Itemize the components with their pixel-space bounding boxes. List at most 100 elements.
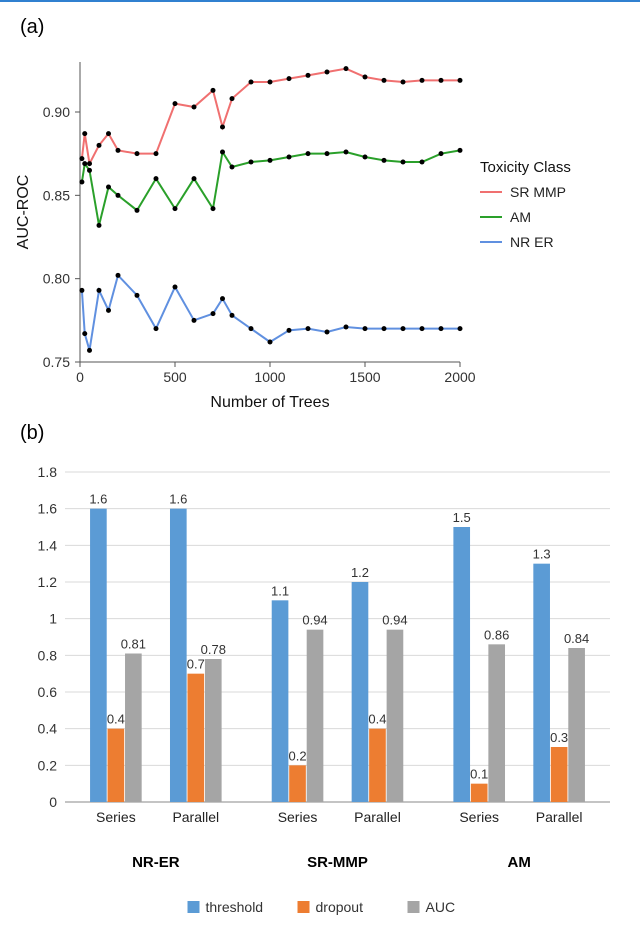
series-point xyxy=(249,326,254,331)
bar-value-label: 1.1 xyxy=(271,583,289,598)
series-point xyxy=(135,151,140,156)
series-point xyxy=(268,80,273,85)
series-point xyxy=(268,158,273,163)
y-tick-label: 0.8 xyxy=(38,647,58,663)
bar-dropout xyxy=(369,729,386,802)
x-tick-label: 2000 xyxy=(444,369,475,385)
legend-label: NR ER xyxy=(510,234,554,250)
bar-AUC xyxy=(125,654,142,803)
series-point xyxy=(344,66,349,71)
series-point xyxy=(106,131,111,136)
series-point xyxy=(116,193,121,198)
series-point xyxy=(87,348,92,353)
subgroup-label: Parallel xyxy=(536,809,583,825)
bar-threshold xyxy=(170,509,187,802)
subgroup-label: Parallel xyxy=(172,809,219,825)
series-point xyxy=(401,326,406,331)
series-point xyxy=(79,180,84,185)
series-point xyxy=(287,76,292,81)
bar-value-label: 0.3 xyxy=(550,730,568,745)
bar-threshold xyxy=(453,527,470,802)
x-axis-title: Number of Trees xyxy=(210,394,329,411)
series-point xyxy=(401,80,406,85)
series-point xyxy=(97,143,102,148)
series-point xyxy=(173,285,178,290)
series-point xyxy=(220,296,225,301)
bar-value-label: 1.5 xyxy=(453,510,471,525)
bar-dropout xyxy=(108,729,125,802)
series-point xyxy=(382,326,387,331)
series-point xyxy=(82,131,87,136)
series-point xyxy=(192,105,197,110)
series-point xyxy=(363,155,368,160)
y-axis-title: AUC-ROC xyxy=(15,175,32,250)
legend-label: dropout xyxy=(316,899,364,915)
bar-value-label: 0.4 xyxy=(368,712,386,727)
bar-value-label: 0.81 xyxy=(121,637,146,652)
bar-AUC xyxy=(307,630,324,802)
series-point xyxy=(230,313,235,318)
series-point xyxy=(249,80,254,85)
bar-dropout xyxy=(471,784,488,802)
series-point xyxy=(230,165,235,170)
legend-label: threshold xyxy=(206,899,264,915)
bar-dropout xyxy=(187,674,204,802)
y-tick-label: 0.80 xyxy=(43,271,70,287)
bar-value-label: 0.84 xyxy=(564,631,589,646)
bar-value-label: 0.2 xyxy=(288,748,306,763)
series-point xyxy=(439,326,444,331)
series-point xyxy=(458,78,463,83)
bar-value-label: 0.86 xyxy=(484,627,509,642)
series-point xyxy=(154,176,159,181)
series-point xyxy=(154,151,159,156)
series-point xyxy=(87,161,92,166)
bar-threshold xyxy=(90,509,107,802)
bar-value-label: 1.3 xyxy=(533,547,551,562)
bar-value-label: 1.6 xyxy=(169,492,187,507)
y-tick-label: 1.6 xyxy=(38,501,58,517)
bar-value-label: 0.4 xyxy=(107,712,125,727)
series-point xyxy=(211,311,216,316)
legend-label: AUC xyxy=(426,899,456,915)
y-tick-label: 0.85 xyxy=(43,187,70,203)
y-tick-label: 0.4 xyxy=(38,721,58,737)
series-point xyxy=(439,151,444,156)
subgroup-label: Parallel xyxy=(354,809,401,825)
series-point xyxy=(154,326,159,331)
series-point xyxy=(220,125,225,130)
group-title: AM xyxy=(508,854,531,871)
panel-a-label: (a) xyxy=(20,16,44,39)
bar-value-label: 0.1 xyxy=(470,767,488,782)
bar-value-label: 0.7 xyxy=(187,657,205,672)
x-tick-label: 500 xyxy=(163,369,187,385)
series-point xyxy=(363,326,368,331)
bar-dropout xyxy=(551,747,568,802)
bar-AUC xyxy=(568,648,585,802)
series-point xyxy=(135,208,140,213)
series-point xyxy=(401,160,406,165)
series-point xyxy=(306,73,311,78)
panel-b-chart: 00.20.40.60.811.21.41.61.8NR-ER1.60.40.8… xyxy=(10,442,630,942)
subgroup-label: Series xyxy=(278,809,318,825)
legend-swatch xyxy=(408,901,420,913)
series-point xyxy=(439,78,444,83)
bar-threshold xyxy=(533,564,550,802)
legend-swatch xyxy=(188,901,200,913)
x-tick-label: 0 xyxy=(76,369,84,385)
bar-threshold xyxy=(352,582,369,802)
series-point xyxy=(458,148,463,153)
group-title: NR-ER xyxy=(132,854,180,871)
series-point xyxy=(230,96,235,101)
bar-threshold xyxy=(272,600,289,802)
group-title: SR-MMP xyxy=(307,854,368,871)
y-tick-label: 0.2 xyxy=(38,757,58,773)
bar-AUC xyxy=(205,659,222,802)
y-tick-label: 1 xyxy=(49,611,57,627)
series-point xyxy=(344,150,349,155)
bar-value-label: 0.94 xyxy=(302,613,327,628)
series-point xyxy=(173,101,178,106)
series-point xyxy=(82,161,87,166)
series-point xyxy=(363,75,368,80)
legend-swatch xyxy=(298,901,310,913)
legend-label: AM xyxy=(510,209,531,225)
